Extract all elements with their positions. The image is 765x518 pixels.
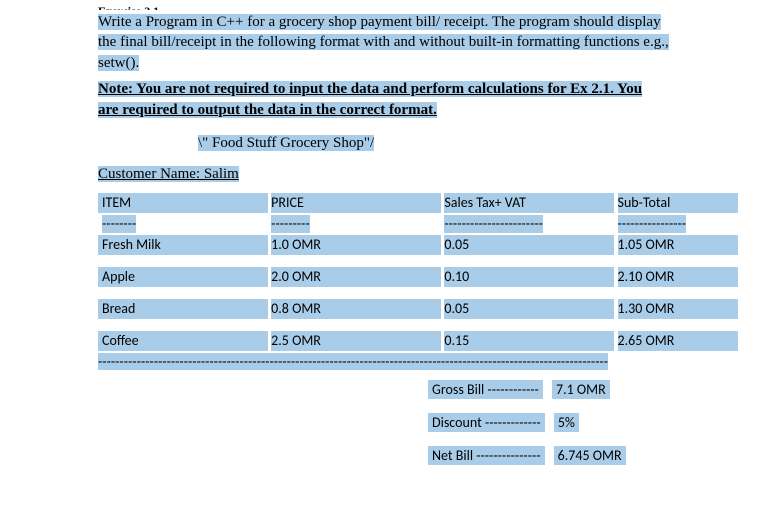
header-price: PRICE — [271, 193, 441, 213]
discount-label: Discount ------------- — [428, 413, 545, 432]
net-bill-value: 6.745 OMR — [554, 446, 626, 465]
cell-price: 1.0 OMR — [271, 235, 441, 255]
table-row: Coffee 2.5 OMR 0.15 2.65 OMR — [98, 331, 738, 351]
cell-sub: 1.05 OMR — [618, 235, 738, 255]
cell-sub: 2.65 OMR — [618, 331, 738, 351]
cell-item: Bread — [98, 299, 268, 319]
cell-price: 2.0 OMR — [271, 267, 441, 287]
shop-title: \" Food Stuff Grocery Shop"/ — [198, 135, 747, 152]
receipt-table: ITEM PRICE Sales Tax+ VAT Sub-Total ----… — [98, 193, 738, 370]
row-gap — [98, 289, 738, 299]
header-dash-row: -------- --------- ---------------------… — [98, 215, 738, 233]
row-gap — [98, 257, 738, 267]
customer-name-text: Customer Name: Salim — [98, 166, 239, 182]
page: Exercise 2.1 Write a Program in C++ for … — [0, 0, 765, 465]
discount-row: Discount ------------- 5% — [428, 413, 747, 432]
note-line-2: are required to output the data in the c… — [98, 102, 437, 118]
row-gap — [98, 321, 738, 331]
cell-item: Coffee — [98, 331, 268, 351]
note-line-1: Note: You are not required to input the … — [98, 81, 642, 97]
cell-tax: 0.05 — [444, 299, 614, 319]
table-row: Bread 0.8 OMR 0.05 1.30 OMR — [98, 299, 738, 319]
note-paragraph: Note: You are not required to input the … — [98, 79, 747, 121]
divider-dashes: ----------------------------------------… — [98, 353, 738, 370]
intro-line-3: setw(). — [98, 55, 139, 71]
cell-price: 2.5 OMR — [271, 331, 441, 351]
cell-tax: 0.10 — [444, 267, 614, 287]
gross-bill-value: 7.1 OMR — [552, 380, 610, 399]
intro-paragraph: Write a Program in C++ for a grocery sho… — [98, 12, 747, 73]
dash-c3: ----------------------- — [444, 215, 543, 233]
cell-tax: 0.15 — [444, 331, 614, 351]
net-bill-label: Net Bill --------------- — [428, 446, 545, 465]
discount-value: 5% — [554, 413, 579, 432]
gross-bill-row: Gross Bill ------------ 7.1 OMR — [428, 380, 747, 399]
dash-c4: ---------------- — [618, 215, 687, 233]
shop-title-text: \" Food Stuff Grocery Shop"/ — [198, 135, 374, 151]
exercise-label-cutoff: Exercise 2.1 — [98, 4, 747, 10]
divider-dash-text: ----------------------------------------… — [98, 353, 608, 370]
cell-item: Apple — [98, 267, 268, 287]
header-sub: Sub-Total — [618, 193, 738, 213]
net-bill-row: Net Bill --------------- 6.745 OMR — [428, 446, 747, 465]
table-row: Apple 2.0 OMR 0.10 2.10 OMR — [98, 267, 738, 287]
header-row: ITEM PRICE Sales Tax+ VAT Sub-Total — [98, 193, 738, 213]
cell-item: Fresh Milk — [98, 235, 268, 255]
intro-line-2: the final bill/receipt in the following … — [98, 34, 669, 50]
table-row: Fresh Milk 1.0 OMR 0.05 1.05 OMR — [98, 235, 738, 255]
gross-bill-label: Gross Bill ------------ — [428, 380, 543, 399]
customer-name: Customer Name: Salim — [98, 166, 747, 183]
cell-price: 0.8 OMR — [271, 299, 441, 319]
header-item: ITEM — [98, 193, 268, 213]
cell-sub: 2.10 OMR — [618, 267, 738, 287]
dash-c1: -------- — [102, 215, 136, 233]
cell-tax: 0.05 — [444, 235, 614, 255]
intro-line-1: Write a Program in C++ for a grocery sho… — [98, 14, 661, 30]
cell-sub: 1.30 OMR — [618, 299, 738, 319]
exercise-label-text: Exercise 2.1 — [98, 4, 159, 10]
header-tax: Sales Tax+ VAT — [444, 193, 614, 213]
dash-c2: --------- — [271, 215, 310, 233]
